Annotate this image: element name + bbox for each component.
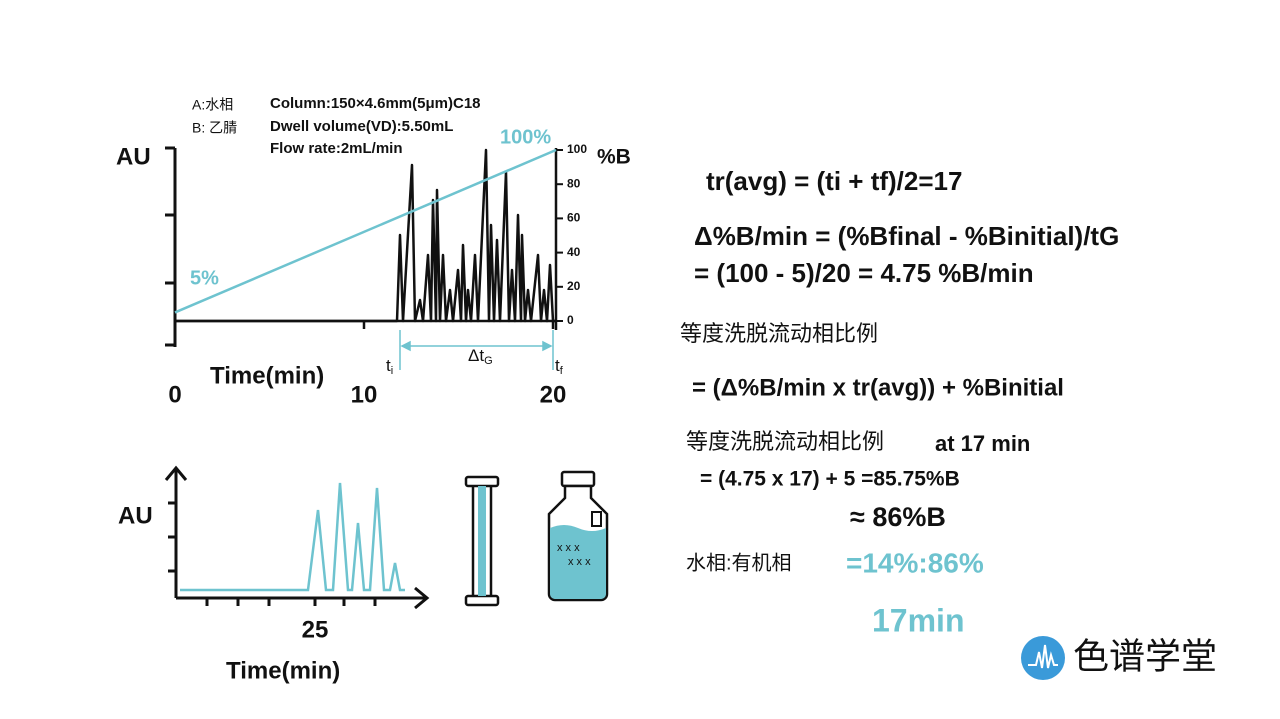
y2-label: %B — [597, 146, 631, 169]
legend-b: B: 乙腈 — [192, 120, 237, 136]
y2-tick-label: 100 — [567, 142, 587, 156]
delta-t-sub: G — [484, 355, 493, 367]
x-tick-label: 0 — [168, 381, 181, 408]
delta-t-arrow — [399, 330, 554, 370]
x-tick-label: 10 — [351, 381, 378, 408]
equation: 等度洗脱流动相比例 — [680, 321, 878, 346]
logo-text: 色谱学堂 — [1073, 636, 1217, 677]
y2-tick-label: 40 — [567, 245, 581, 259]
gradient-end-label: 100% — [500, 126, 551, 148]
t-i-sub: i — [391, 365, 393, 377]
equation: = (100 - 5)/20 = 4.75 %B/min — [694, 258, 1034, 288]
info: Dwell volume(VD):5.50mL — [270, 118, 453, 135]
equation: = (4.75 x 17) + 5 =85.75%B — [700, 468, 960, 491]
y-label: AU — [116, 143, 151, 170]
gradient-start-label: 5% — [190, 267, 219, 289]
x-label: Time(min) — [226, 657, 340, 684]
result: 17min — [872, 602, 964, 638]
logo: 色谱学堂 — [1021, 636, 1217, 680]
equation: tr(avg) = (ti + tf)/2=17 — [706, 166, 962, 196]
equation: Δ%B/min = (%Bfinal - %Binitial)/tG — [694, 221, 1119, 251]
t-f: tf — [555, 356, 564, 376]
bottle-mark: x x x — [557, 542, 580, 554]
column-icon — [464, 475, 500, 607]
y2-tick-label: 80 — [567, 176, 581, 190]
result: =14%:86% — [846, 547, 984, 578]
delta-t: ΔtG — [468, 346, 493, 366]
chromatogram — [175, 148, 556, 323]
t-f-sub: f — [560, 365, 564, 377]
x-label: Time(min) — [210, 362, 324, 389]
info: Flow rate:2mL/min — [270, 140, 403, 157]
bottle-icon: x x x x x x — [547, 470, 609, 602]
equation: at 17 min — [935, 431, 1030, 456]
legend-a: A:水相 — [192, 97, 233, 113]
equation: 等度洗脱流动相比例 — [686, 429, 884, 454]
y2-tick-label: 0 — [567, 313, 574, 327]
x-tick-label: 25 — [302, 616, 329, 643]
bottom-axes — [164, 465, 430, 610]
y2-tick-label: 60 — [567, 211, 581, 225]
y-label: AU — [118, 502, 153, 529]
equation: = (Δ%B/min x tr(avg)) + %Binitial — [692, 374, 1064, 401]
y2-tick-label: 20 — [567, 279, 581, 293]
equation: 水相:有机相 — [686, 551, 792, 574]
delta-t-main: Δt — [468, 346, 484, 365]
t-i: ti — [386, 356, 393, 376]
bottle-mark: x x x — [568, 556, 591, 568]
t-i-main: t — [386, 356, 391, 375]
t-f-main: t — [555, 356, 560, 375]
equation: ≈ 86%B — [850, 502, 946, 532]
info: Column:150×4.6mm(5μm)C18 — [270, 95, 481, 112]
isocratic-chromatogram — [180, 482, 405, 592]
gradient-line — [174, 148, 557, 314]
x-tick-label: 20 — [540, 381, 567, 408]
